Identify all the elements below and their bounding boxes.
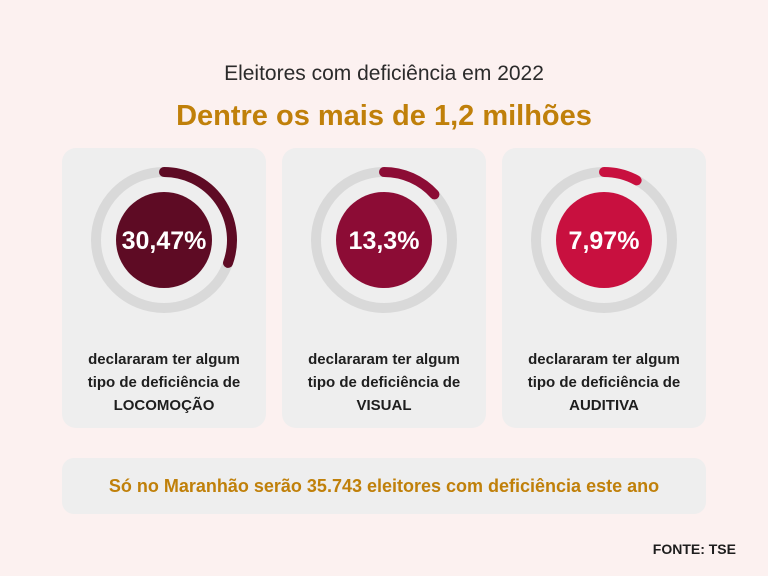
donut-center-auditiva (556, 192, 652, 288)
desc-line: declararam ter algum (308, 351, 460, 368)
card-auditiva: 7,97% declararam ter algum tipo de defic… (502, 148, 706, 428)
desc-category: AUDITIVA (569, 397, 639, 414)
donut-center-locomocao (116, 192, 212, 288)
desc-line: tipo de deficiência de (527, 374, 681, 391)
pct-label-locomocao: 30,47% (122, 227, 207, 255)
card-visual: 13,3% declararam ter algum tipo de defic… (282, 148, 486, 428)
donut-arc-visual (379, 167, 440, 200)
card-description: declararam ter algum tipo de deficiência… (62, 348, 266, 417)
donut-visual: 13,3% (311, 167, 457, 313)
desc-line: tipo de deficiência de (307, 374, 461, 391)
pct-label-visual: 13,3% (349, 227, 420, 255)
donut-locomocao: 30,47% (91, 167, 237, 313)
header-subtitle: Eleitores com deficiência em 2022 (224, 62, 544, 85)
desc-line: declararam ter algum (528, 351, 680, 368)
pct-label-auditiva: 7,97% (569, 227, 640, 255)
donut-auditiva: 7,97% (531, 167, 677, 313)
card-description: declararam ter algum tipo de deficiência… (282, 348, 486, 417)
desc-category: LOCOMOÇÃO (113, 397, 215, 414)
desc-line: declararam ter algum (88, 351, 240, 368)
desc-line: tipo de deficiência de (87, 374, 241, 391)
card-description: declararam ter algum tipo de deficiência… (502, 348, 706, 417)
source-label: FONTE: TSE (652, 541, 736, 557)
footer-note: Só no Maranhão serão 35.743 eleitores co… (62, 458, 706, 514)
desc-category: VISUAL (356, 397, 412, 414)
donut-arc-locomocao (159, 167, 237, 268)
card-locomocao: 30,47% declararam ter algum tipo de defi… (62, 148, 266, 428)
donut-center-visual (336, 192, 432, 288)
header-title: Dentre os mais de 1,2 milhões (176, 100, 592, 132)
donut-arc-auditiva (599, 167, 642, 186)
